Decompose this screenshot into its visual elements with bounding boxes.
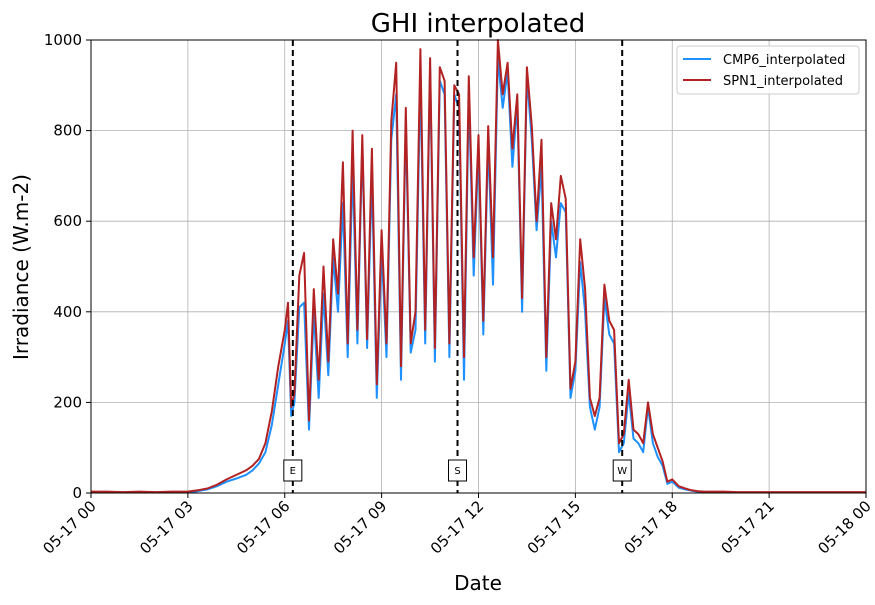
marker-label-e: E xyxy=(290,466,296,477)
y-axis-label: Irradiance (W.m-2) xyxy=(9,174,33,360)
grid-layer xyxy=(90,39,867,494)
y-tick-label: 200 xyxy=(53,393,82,411)
y-tick-label: 800 xyxy=(53,122,82,140)
series-layer xyxy=(91,39,866,494)
legend-label: SPN1_interpolated xyxy=(723,74,843,89)
marker-box-e xyxy=(283,459,303,482)
legend-label: CMP6_interpolated xyxy=(723,53,845,68)
x-tick-label: 05-18 00 xyxy=(814,497,874,557)
marker-box-w xyxy=(612,459,632,482)
x-tick-label: 05-17 12 xyxy=(427,497,487,557)
x-tick-label: 05-17 18 xyxy=(621,497,681,557)
series-line-spn1 xyxy=(91,39,866,494)
y-tick-label: 0 xyxy=(72,484,82,502)
y-tick-label: 1000 xyxy=(44,31,82,49)
x-tick-label: 05-17 15 xyxy=(524,497,584,557)
x-tick-label: 05-17 09 xyxy=(330,497,390,557)
legend: CMP6_interpolated SPN1_interpolated xyxy=(676,45,860,95)
x-axis-label: Date xyxy=(454,571,502,595)
y-tick-label: 400 xyxy=(53,303,82,321)
marker-box-s xyxy=(448,459,468,482)
marker-label-w: W xyxy=(617,466,627,477)
marker-label-s: S xyxy=(454,466,460,477)
x-tick-label: 05-17 03 xyxy=(136,497,196,557)
legend-box xyxy=(676,45,860,95)
x-tick-label: 05-17 21 xyxy=(718,497,778,557)
chart-title: GHI interpolated xyxy=(371,9,585,39)
y-tick-label: 600 xyxy=(53,212,82,230)
x-tick-label: 05-17 06 xyxy=(233,497,293,557)
x-tick-label: 05-17 00 xyxy=(39,497,99,557)
